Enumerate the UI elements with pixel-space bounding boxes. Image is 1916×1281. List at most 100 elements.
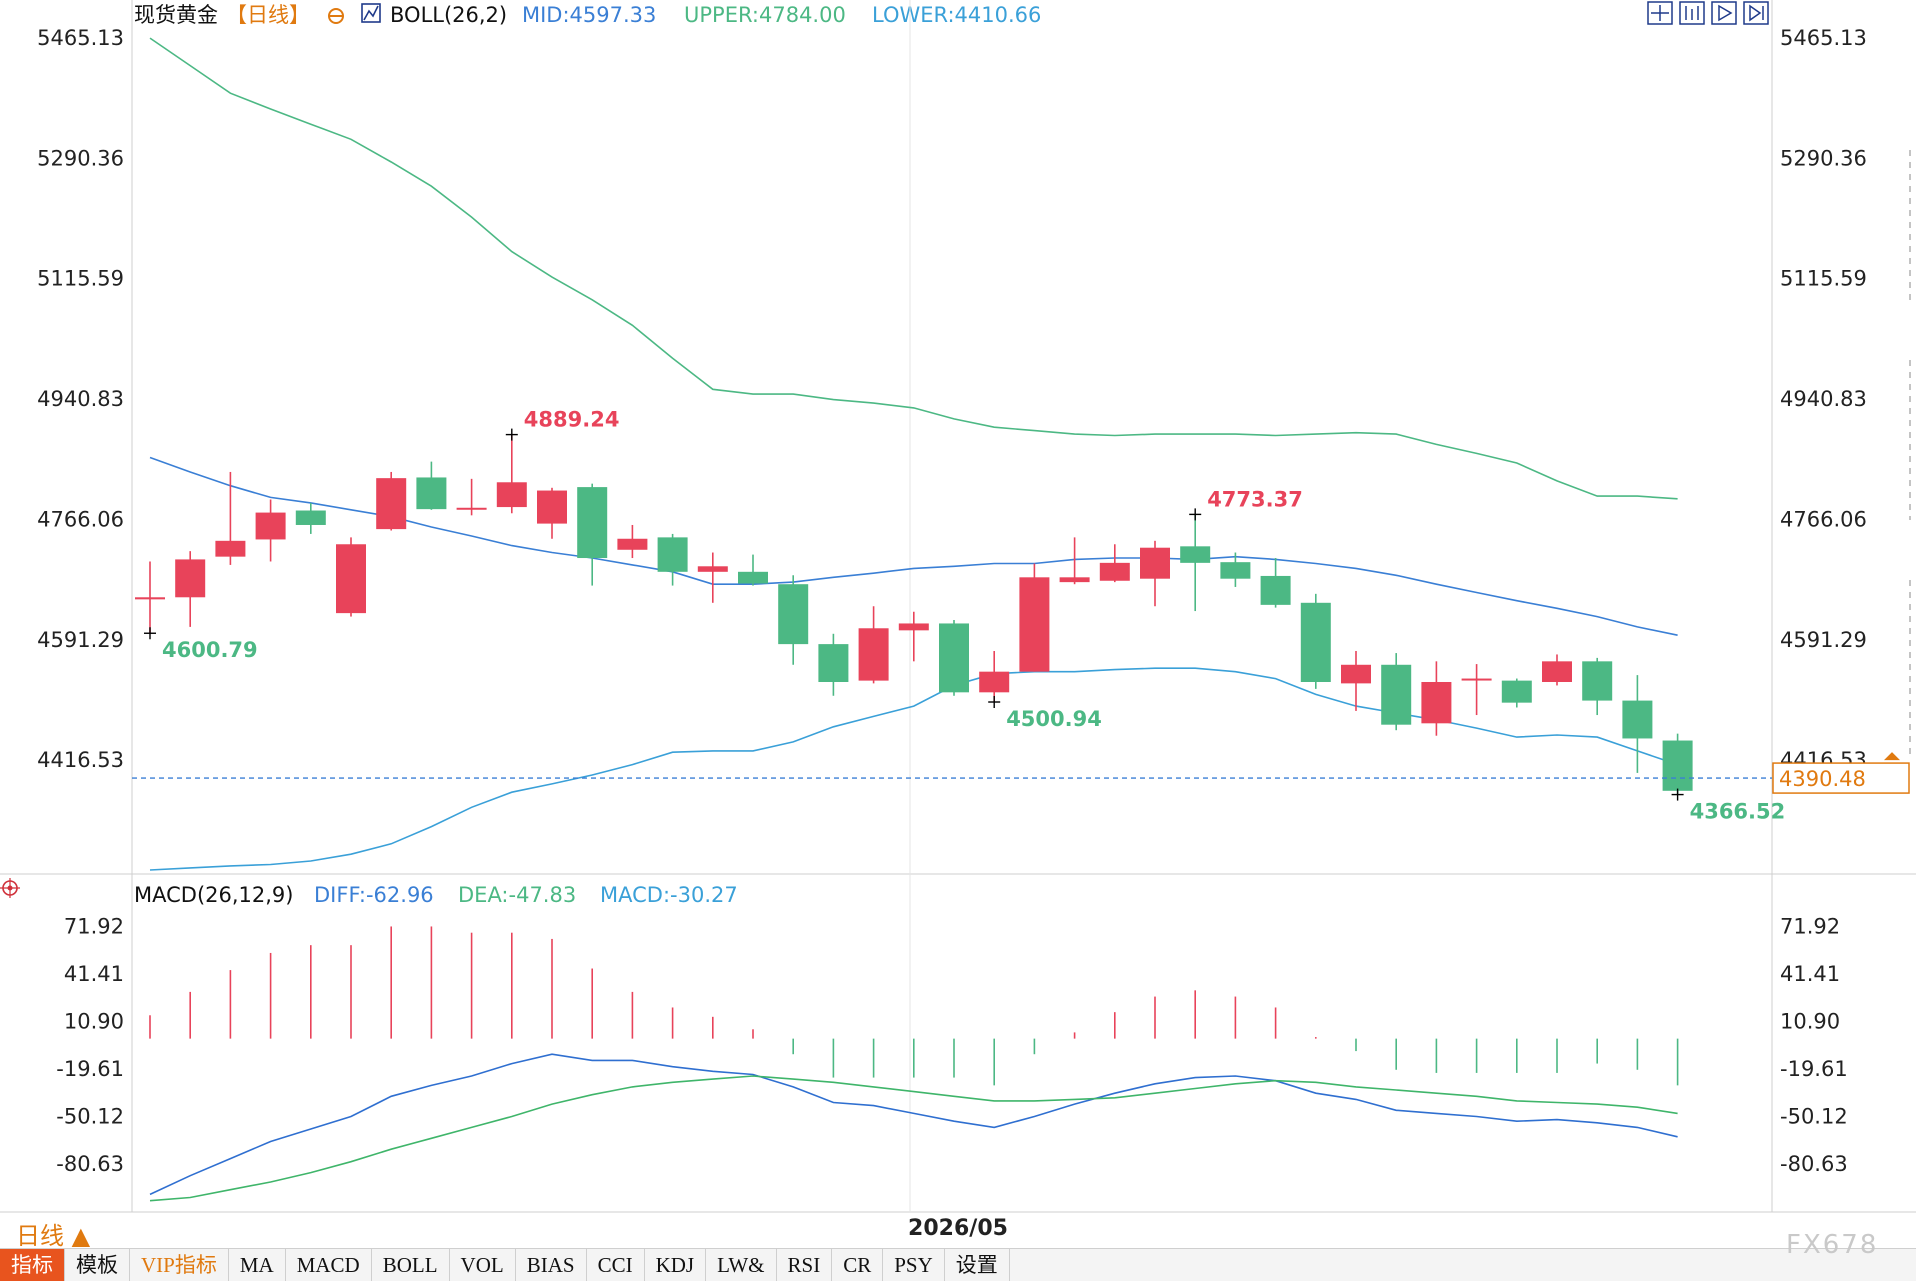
candle[interactable]: [175, 551, 206, 627]
candle[interactable]: [537, 487, 567, 539]
candle[interactable]: [416, 461, 447, 510]
low-price-label: 4500.94: [1006, 707, 1102, 731]
tab-indicator-13[interactable]: PSY: [883, 1249, 945, 1281]
candle[interactable]: [577, 483, 608, 586]
candle[interactable]: [1180, 514, 1211, 612]
zoom-tool-icon[interactable]: [1679, 1, 1705, 25]
watermark: FX678: [1786, 1230, 1879, 1260]
candle[interactable]: [1582, 657, 1613, 716]
low-price-label: 4600.79: [162, 638, 258, 662]
macd-y-tick-right: 10.90: [1780, 1010, 1840, 1034]
candle[interactable]: [858, 606, 889, 684]
candle[interactable]: [1059, 537, 1090, 585]
boll-upper-label: UPPER:4784.00: [684, 3, 846, 27]
symbol-label: 现货黄金: [134, 3, 218, 27]
candle[interactable]: [1381, 653, 1412, 731]
candle[interactable]: [898, 611, 929, 662]
macd-y-tick-right: -80.63: [1780, 1152, 1848, 1176]
candle[interactable]: [778, 575, 809, 665]
candle[interactable]: [657, 533, 688, 586]
y-tick-left: 5115.59: [37, 267, 124, 291]
candle[interactable]: [1622, 675, 1653, 773]
tab-indicator-10[interactable]: LW&: [706, 1249, 777, 1281]
y-tick-right: 5115.59: [1780, 267, 1867, 291]
macd-y-tick-right: 41.41: [1780, 962, 1840, 986]
macd-diff-label: DIFF:-62.96: [314, 883, 434, 907]
macd-y-tick-left: 41.41: [64, 962, 124, 986]
boll-mid-label: MID:4597.33: [522, 3, 656, 27]
tab-indicator-5[interactable]: BOLL: [372, 1249, 450, 1281]
x-axis-label: 2026/05: [908, 1216, 1008, 1241]
candle[interactable]: [295, 502, 326, 534]
tab-indicator-12[interactable]: CR: [832, 1249, 884, 1281]
candle[interactable]: [617, 524, 648, 559]
candle[interactable]: [738, 554, 768, 586]
candle[interactable]: [1220, 552, 1251, 587]
high-price-label: 4773.37: [1207, 487, 1303, 511]
candle[interactable]: [1260, 558, 1291, 608]
y-tick-left: 4416.53: [37, 748, 124, 772]
y-tick-left: 4766.06: [37, 507, 124, 531]
play-tool-icon[interactable]: [1711, 1, 1737, 25]
period-tag[interactable]: 【日线】: [226, 3, 310, 27]
candle[interactable]: [1099, 544, 1130, 583]
tab-indicator-9[interactable]: KDJ: [645, 1249, 707, 1281]
indicator-tab-bar: 指标 模板 VIP指标 MA MACD BOLL VOL BIAS CCI KDJ LW& RSI CR…: [0, 1248, 1916, 1281]
y-tick-right: 5290.36: [1780, 146, 1867, 170]
macd-dea-label: DEA:-47.83: [458, 883, 576, 907]
candle[interactable]: [1461, 664, 1492, 716]
macd-diff-line: [149, 1053, 1678, 1196]
tab-indicators[interactable]: 指标: [0, 1249, 65, 1281]
candle[interactable]: [336, 537, 366, 617]
candle[interactable]: [1140, 540, 1170, 607]
y-tick-right: 5465.13: [1780, 26, 1867, 50]
tab-indicator-4[interactable]: MACD: [286, 1249, 372, 1281]
macd-y-tick-right: -19.61: [1780, 1057, 1848, 1081]
macd-y-tick-right: 71.92: [1780, 915, 1840, 939]
y-tick-right: 4766.06: [1780, 507, 1867, 531]
candle[interactable]: [135, 561, 165, 634]
candle[interactable]: [1421, 661, 1452, 736]
candle[interactable]: [697, 552, 728, 603]
tab-templates[interactable]: 模板: [65, 1249, 130, 1281]
candle[interactable]: [255, 499, 286, 562]
candle[interactable]: [496, 434, 527, 514]
chart-type-icon[interactable]: [361, 3, 381, 23]
boll-label: BOLL(26,2): [390, 3, 507, 27]
tab-indicator-11[interactable]: RSI: [777, 1249, 833, 1281]
tab-indicator-3[interactable]: MA: [229, 1249, 286, 1281]
tab-indicator-8[interactable]: CCI: [587, 1249, 645, 1281]
y-tick-right: 4940.83: [1780, 387, 1867, 411]
candle[interactable]: [1542, 654, 1572, 686]
candle[interactable]: [376, 471, 407, 531]
tab-indicator-6[interactable]: VOL: [450, 1249, 516, 1281]
tab-vip-indicators[interactable]: VIP指标: [130, 1249, 229, 1281]
candle[interactable]: [456, 478, 487, 516]
candle[interactable]: [1019, 563, 1050, 672]
candle[interactable]: [818, 633, 849, 696]
macd-label: MACD(26,12,9): [134, 883, 294, 907]
boll-upper-line: [149, 37, 1678, 500]
macd-settings-icon[interactable]: [0, 878, 20, 898]
candle[interactable]: [939, 620, 969, 696]
y-tick-left: 5465.13: [37, 26, 124, 50]
candle[interactable]: [1501, 678, 1532, 708]
candle[interactable]: [1341, 651, 1371, 711]
price-alert-icon[interactable]: [1884, 752, 1900, 761]
macd-y-tick-left: -80.63: [56, 1152, 124, 1176]
y-tick-left: 5290.36: [37, 146, 124, 170]
crosshair-tool-icon[interactable]: [1647, 1, 1673, 25]
candle[interactable]: [1300, 593, 1331, 689]
candle[interactable]: [1662, 733, 1693, 795]
tab-indicator-7[interactable]: BIAS: [516, 1249, 587, 1281]
candle[interactable]: [979, 651, 1010, 703]
macd-y-tick-left: -19.61: [56, 1057, 124, 1081]
forward-tool-icon[interactable]: [1743, 1, 1769, 25]
low-price-label: 4366.52: [1690, 800, 1786, 824]
period-button[interactable]: 日线 ▲: [16, 1222, 91, 1250]
macd-y-tick-left: 71.92: [64, 915, 124, 939]
settings-icon[interactable]: [328, 8, 344, 24]
tab-settings[interactable]: 设置: [945, 1249, 1010, 1281]
current-price-box: [1772, 762, 1910, 794]
candle[interactable]: [215, 471, 246, 565]
